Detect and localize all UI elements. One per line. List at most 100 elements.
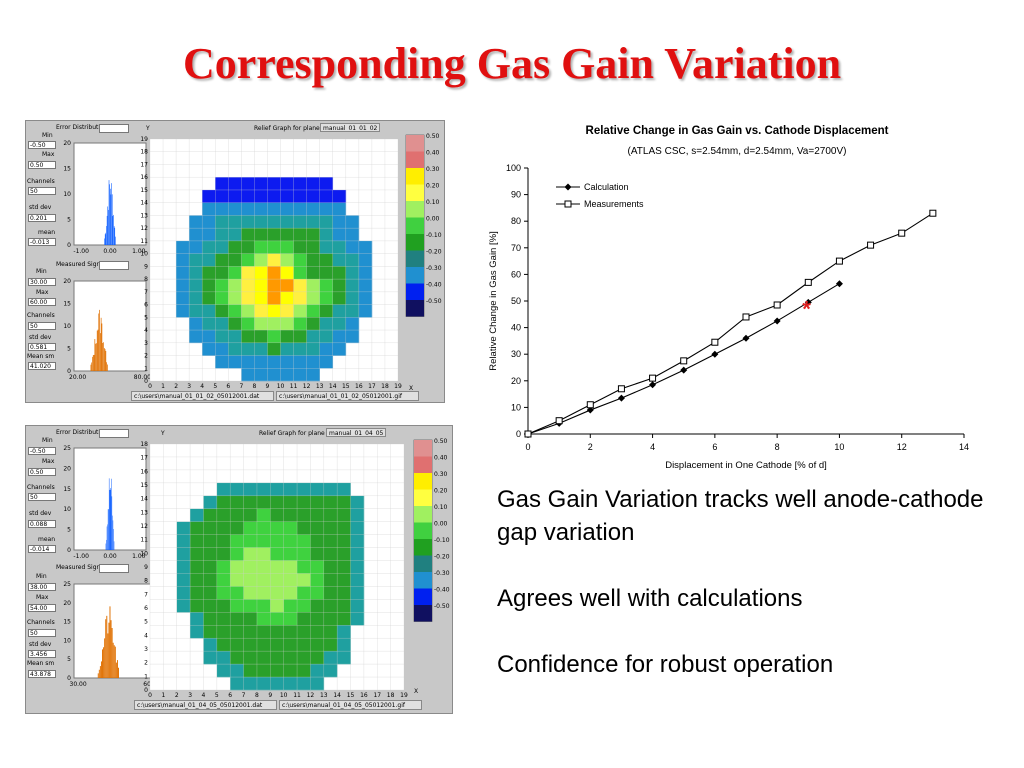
scale-swatch	[406, 184, 424, 201]
relief-y-tick-label: 7	[144, 289, 148, 296]
relief-cell	[332, 291, 347, 305]
measurement-point	[773, 301, 781, 309]
relief-y-tick-label: 9	[144, 263, 148, 270]
err-channels-field[interactable]: 50	[28, 493, 56, 501]
relief-cell	[202, 317, 216, 331]
relief-cell	[202, 202, 216, 216]
relief-cell	[176, 253, 190, 267]
sig-channels-field[interactable]: 50	[28, 322, 56, 330]
sig-channels-label: Channels	[27, 619, 55, 626]
relief-cell	[293, 177, 307, 191]
relief-cell	[216, 560, 231, 574]
measurement-point	[649, 374, 657, 382]
relief-cell	[283, 651, 298, 665]
relief-cell	[350, 495, 365, 510]
sig-min-field[interactable]: 38.00	[28, 583, 56, 591]
histogram-bar	[106, 215, 108, 245]
relief-cell	[216, 508, 231, 522]
relief-cell	[306, 330, 320, 344]
relief-x-tick-label: 13	[320, 692, 328, 699]
relief-cell	[241, 177, 255, 191]
relief-cell	[306, 228, 320, 242]
err-channels-field[interactable]: 50	[28, 187, 56, 195]
relief-cell	[345, 253, 360, 267]
relief-cell	[228, 202, 242, 216]
error-hist-title: Error Distributio	[56, 429, 104, 436]
err-min-field[interactable]: -0.50	[28, 141, 56, 149]
histogram-bar	[95, 343, 96, 371]
relief-cell	[332, 189, 347, 203]
relief-x-tick-label: 6	[226, 383, 230, 390]
relief-x-tick-label: 13	[316, 383, 324, 390]
relief-cell	[323, 521, 338, 535]
scale-tick-label: -0.30	[434, 570, 450, 577]
relief-y-tick-label: 0	[144, 378, 148, 385]
relief-y-tick-label: 16	[140, 468, 148, 475]
relief-cell	[216, 599, 231, 613]
histogram-bar	[97, 673, 99, 678]
relief-cell	[310, 599, 325, 613]
relief-cell	[283, 547, 298, 561]
relief-cell	[230, 521, 244, 535]
sig-max-field[interactable]: 54.00	[28, 604, 56, 612]
relief-cell	[203, 547, 218, 561]
err-min-field[interactable]: -0.50	[28, 447, 56, 455]
sig-channels-field[interactable]: 50	[28, 629, 56, 637]
histogram-bar	[90, 364, 92, 371]
dat-path-field[interactable]: c:\users\manual_01_01_02_05012001.dat	[131, 391, 274, 401]
relief-x-tick-label: 14	[329, 383, 337, 390]
gif-path-field[interactable]: c:\users\manual_01_04_05_05012001.gif	[279, 700, 422, 710]
relief-cell	[216, 573, 231, 587]
relief-cell	[243, 612, 258, 626]
relief-cell	[176, 291, 190, 305]
relief-cell	[203, 612, 218, 626]
relief-cell	[189, 279, 203, 293]
scale-tick-label: 0.10	[426, 199, 440, 206]
relief-cell	[297, 664, 311, 678]
relief-cell	[202, 253, 216, 267]
relief-cell	[241, 304, 255, 318]
relief-cell	[306, 202, 320, 216]
histogram-bar	[98, 669, 100, 678]
dat-path-field[interactable]: c:\users\manual_01_04_05_05012001.dat	[134, 700, 277, 710]
relief-cell	[293, 368, 307, 382]
scale-swatch	[406, 217, 424, 234]
relief-cell	[256, 547, 271, 561]
histogram-bar	[91, 362, 93, 371]
relief-x-tick-label: 15	[347, 692, 355, 699]
measurement-point	[835, 257, 843, 265]
relief-cell	[280, 355, 294, 369]
relief-cell	[319, 189, 334, 203]
err-max-field[interactable]: 0.50	[28, 468, 56, 476]
histogram-bar	[99, 333, 101, 371]
relief-cell	[306, 215, 320, 229]
relief-cell	[215, 342, 229, 356]
relief-y-tick-label: 8	[144, 578, 148, 585]
histogram-x-tick-label: 0.00	[103, 248, 117, 255]
relief-y-tick-label: 1	[144, 673, 148, 680]
sig-max-field[interactable]: 60.00	[28, 298, 56, 306]
relief-cell	[241, 291, 255, 305]
histogram-bar	[109, 184, 110, 245]
relief-cell	[243, 547, 258, 561]
err-max-field[interactable]: 0.50	[28, 161, 56, 169]
histogram-bar	[104, 238, 105, 245]
relief-plane-name[interactable]: manual_01_04_05	[326, 428, 386, 437]
relief-cell	[228, 304, 242, 318]
gif-path-field[interactable]: c:\users\manual_01_01_02_05012001.gif	[276, 391, 419, 401]
relief-cell	[241, 330, 255, 344]
scale-tick-label: 0.30	[434, 471, 448, 478]
histogram-bar	[103, 647, 105, 678]
relief-y-tick-label: 4	[144, 632, 148, 639]
histogram-bar	[113, 226, 115, 245]
red-star-annotation: *	[802, 296, 811, 321]
relief-plane-name[interactable]: manual_01_01_02	[320, 123, 380, 132]
sig-min-field[interactable]: 30.00	[28, 278, 56, 286]
relief-cell	[176, 521, 191, 535]
relief-y-tick-label: 18	[140, 149, 148, 156]
histogram-bar	[113, 214, 114, 245]
relief-y-tick-label: 4	[144, 327, 148, 334]
scale-tick-label: -0.40	[434, 587, 450, 594]
error-hist-mini-graph-icon	[99, 429, 129, 438]
relief-cell	[350, 521, 365, 535]
